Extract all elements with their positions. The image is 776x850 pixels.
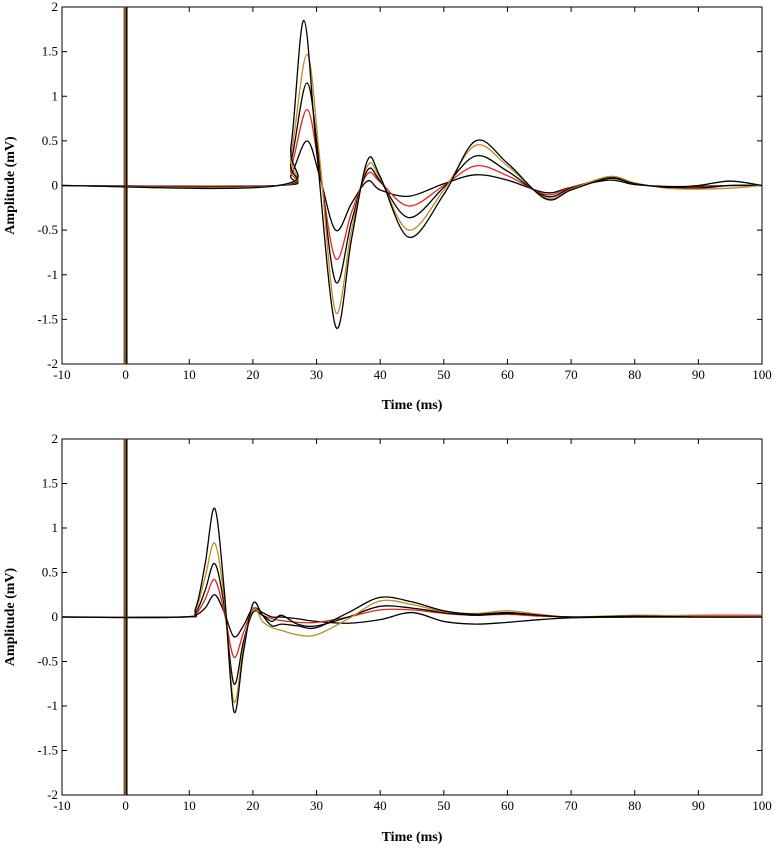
x-tick-label: 100 [752, 367, 772, 382]
top-chart-panel: -10 0 10 20 30 40 50 60 70 80 90 100 -2 -1.5 -1 -0.5 0 0.… [3, 0, 772, 413]
x-tick-label: 10 [183, 367, 196, 382]
series-line-2 [61, 82, 763, 284]
y-tick-label: 1 [52, 520, 59, 535]
x-tick-label: 80 [628, 798, 641, 813]
series-line-2 [61, 562, 762, 685]
bottom-chart-panel: -10 0 10 20 30 40 50 60 70 80 90 100 -2 -1.5 -1 -0.5 0 0.… [3, 431, 772, 845]
y-tick-label: 0.5 [42, 133, 58, 148]
y-tick-label: -2 [47, 356, 58, 371]
y-tick-label: -1.5 [37, 311, 58, 326]
x-tick-label: 60 [501, 798, 514, 813]
x-tick-label: -10 [53, 798, 70, 813]
y-tick-label: 0 [52, 609, 59, 624]
x-tick-label: 70 [565, 798, 578, 813]
y-axis-label: Amplitude (mV) [3, 567, 18, 666]
x-tick-label: 50 [437, 367, 450, 382]
x-tick-label: 90 [692, 367, 705, 382]
y-tick-label: -1 [47, 698, 58, 713]
x-tick-label: 10 [183, 798, 196, 813]
x-tick-label: 20 [246, 367, 259, 382]
y-axis-label: Amplitude (mV) [3, 136, 18, 235]
x-tick-label: 80 [628, 367, 641, 382]
x-tick-label: 30 [310, 367, 323, 382]
y-tick-label: -0.5 [37, 654, 58, 669]
y-tick-label: 1.5 [42, 44, 58, 59]
x-axis-label: Time (ms) [382, 830, 443, 845]
y-tick-label: -2 [47, 787, 58, 802]
y-tick-label: 0 [52, 178, 59, 193]
series-line-4 [61, 594, 762, 638]
y-tick-label: 1 [52, 88, 59, 103]
y-tick-label: -1.5 [37, 743, 58, 758]
x-tick-label: 70 [565, 367, 578, 382]
x-axis-label: Time (ms) [382, 398, 443, 413]
x-tick-label: 60 [501, 367, 514, 382]
y-tick-label: 2 [52, 431, 59, 446]
series-line-1 [61, 542, 763, 704]
x-tick-label: 40 [374, 798, 387, 813]
y-tick-label: 2 [52, 0, 59, 14]
x-tick-label: 90 [692, 798, 705, 813]
x-tick-label: 30 [310, 798, 323, 813]
x-tick-label: 0 [122, 367, 129, 382]
series-line-1 [61, 53, 763, 315]
x-tick-label: 50 [437, 798, 450, 813]
y-tick-label: -1 [47, 267, 58, 282]
y-tick-label: 1.5 [42, 476, 58, 491]
x-tick-label: 20 [246, 798, 259, 813]
x-tick-label: 40 [374, 367, 387, 382]
x-tick-label: -10 [53, 367, 70, 382]
series-line-3 [61, 578, 763, 658]
x-tick-label: 0 [122, 798, 129, 813]
series-line-0 [61, 507, 763, 714]
x-tick-label: 100 [752, 798, 772, 813]
y-tick-label: 0.5 [42, 565, 58, 580]
series-line-0 [61, 19, 763, 330]
y-tick-label: -0.5 [37, 222, 58, 237]
